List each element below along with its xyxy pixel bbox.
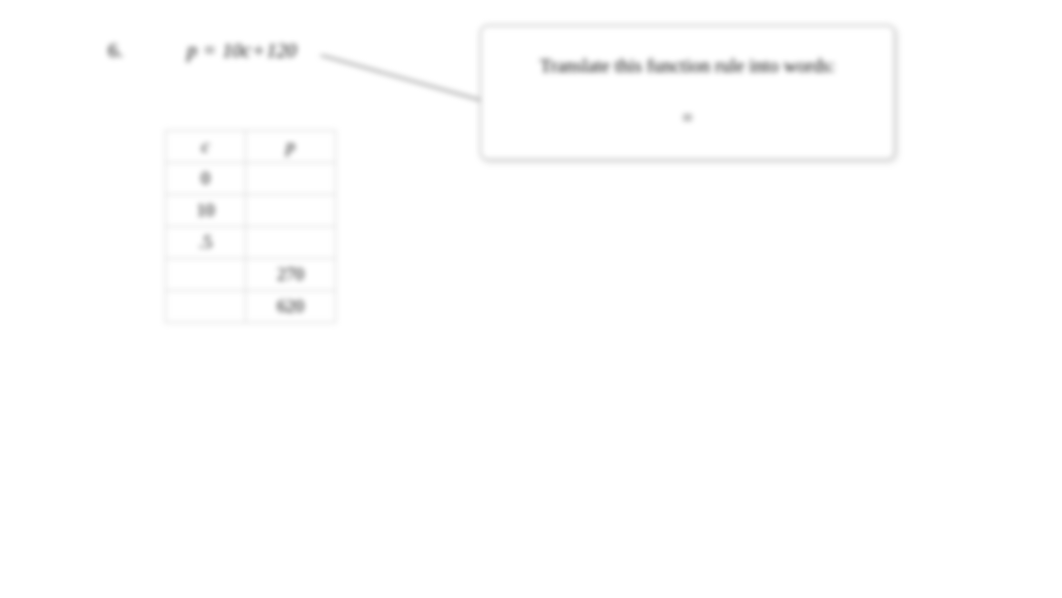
table-row: 10	[166, 195, 336, 227]
table-cell-c	[166, 259, 246, 291]
callout-equals-line: =	[501, 108, 874, 130]
question-number: 6.	[108, 40, 123, 63]
equation-lhs: p	[187, 40, 197, 62]
table-cell-c: .5	[166, 227, 246, 259]
table-cell-p	[246, 195, 336, 227]
equation-coeff: 10	[222, 40, 242, 62]
table-cell-p	[246, 163, 336, 195]
table-cell-p	[246, 227, 336, 259]
equation-equals: =	[199, 40, 220, 62]
callout-box: Translate this function rule into words:…	[480, 25, 895, 160]
table-row: 620	[166, 291, 336, 323]
table-cell-p: 270	[246, 259, 336, 291]
worksheet-page: 6. p = 10c+120 Translate this function r…	[0, 0, 1062, 598]
table-cell-c	[166, 291, 246, 323]
callout-prompt: Translate this function rule into words:	[501, 56, 874, 78]
equation-plus: +	[253, 40, 264, 62]
table-row: .5	[166, 227, 336, 259]
table-row: 0	[166, 163, 336, 195]
table-cell-p: 620	[246, 291, 336, 323]
table-cell-c: 10	[166, 195, 246, 227]
function-table: c p 0 10 .5 270	[165, 130, 336, 323]
table-row: 270	[166, 259, 336, 291]
function-equation: p = 10c+120	[187, 40, 296, 63]
table-header-c: c	[166, 131, 246, 163]
table-header-row: c p	[166, 131, 336, 163]
table-cell-c: 0	[166, 163, 246, 195]
equation-const: 120	[266, 40, 296, 62]
table-header-p: p	[246, 131, 336, 163]
equation-rhs-var: c	[242, 40, 251, 62]
callout-connector-line	[320, 55, 485, 105]
